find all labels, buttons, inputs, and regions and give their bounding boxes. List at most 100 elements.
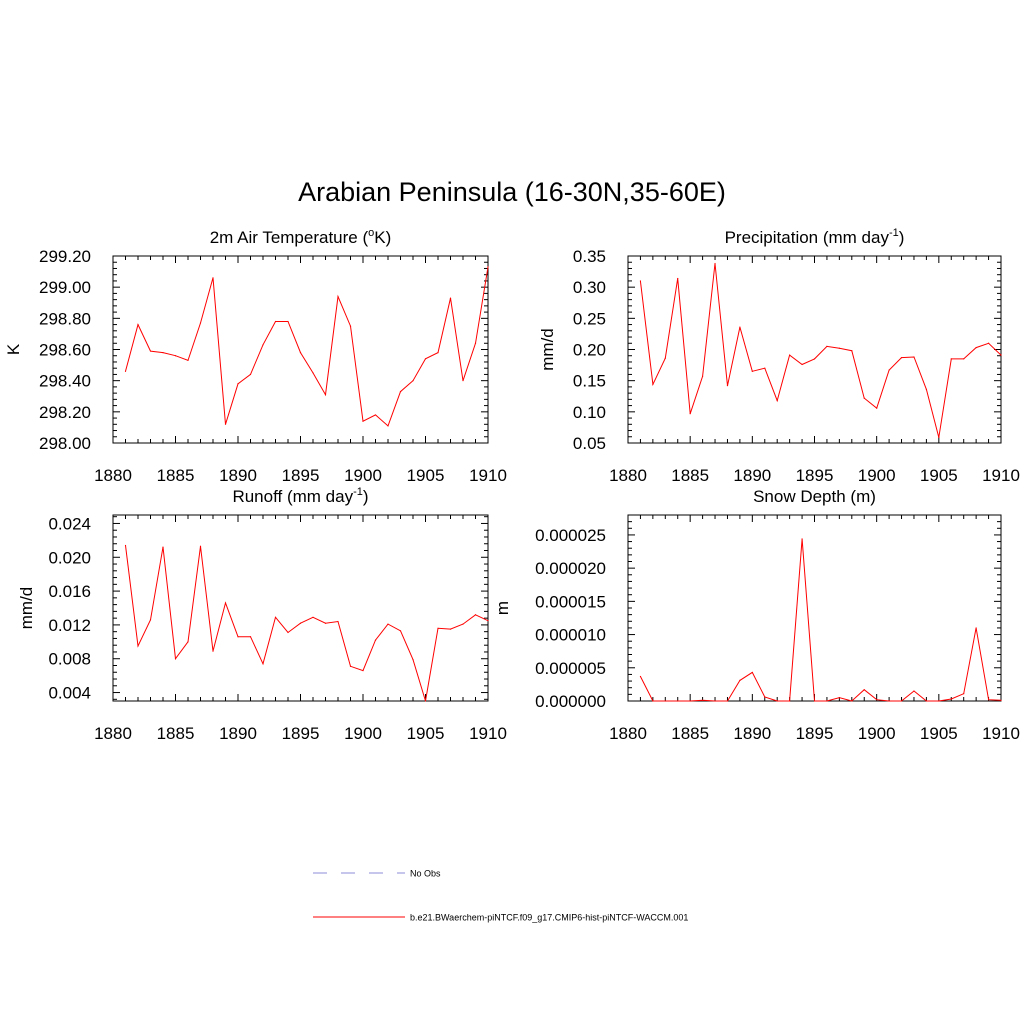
- y-tick-label: 0.000000: [535, 692, 606, 711]
- data-point: [826, 345, 828, 347]
- data-point: [287, 631, 289, 634]
- y-tick-label: 298.40: [39, 372, 91, 391]
- data-point: [950, 358, 952, 360]
- y-tick-label: 0.30: [573, 278, 606, 297]
- data-point: [162, 352, 164, 354]
- data-point: [751, 370, 753, 372]
- data-point: [975, 347, 977, 349]
- data-point: [639, 675, 642, 678]
- panel-title-main: 2m Air Temperature (: [210, 228, 369, 247]
- data-point: [337, 620, 339, 623]
- x-tick-label: 1895: [282, 724, 320, 743]
- data-point: [199, 545, 202, 547]
- data-point: [187, 641, 189, 643]
- data-point: [813, 700, 816, 702]
- y-tick-label: 0.05: [573, 434, 606, 453]
- x-tick-label: 1885: [671, 724, 709, 743]
- data-point: [789, 354, 791, 356]
- data-point: [813, 358, 816, 360]
- panel-title: Runoff (mm day-1): [232, 486, 368, 506]
- data-point: [987, 342, 990, 344]
- x-tick-label: 1895: [796, 724, 834, 743]
- data-point: [963, 358, 965, 360]
- panel-title-main: Precipitation (mm day: [725, 228, 890, 247]
- data-point: [689, 413, 691, 415]
- x-tick-label: 1880: [609, 466, 647, 485]
- data-point: [212, 277, 214, 279]
- data-point: [702, 699, 704, 701]
- data-point: [449, 297, 452, 299]
- data-point: [324, 622, 327, 624]
- x-tick-label: 1905: [407, 724, 445, 743]
- y-tick-label: 0.000015: [535, 592, 606, 611]
- y-axis-label: mm/d: [538, 328, 557, 371]
- data-point: [739, 679, 741, 682]
- series-line-model: [125, 266, 489, 427]
- series-line-model: [639, 538, 1002, 702]
- data-point: [876, 407, 878, 409]
- x-tick-label: 1910: [469, 724, 507, 743]
- panel-title: Precipitation (mm day-1): [725, 227, 905, 247]
- x-tick-label: 1885: [157, 466, 195, 485]
- data-point: [237, 636, 239, 638]
- x-tick-label: 1880: [94, 466, 132, 485]
- data-point: [888, 700, 890, 702]
- x-tick-label: 1890: [733, 466, 771, 485]
- y-tick-label: 299.20: [39, 247, 91, 266]
- data-point: [174, 658, 177, 660]
- data-point: [950, 698, 952, 700]
- data-point: [652, 383, 654, 386]
- data-point: [975, 627, 977, 629]
- x-tick-label: 1900: [344, 724, 382, 743]
- panel-title-main: Runoff (mm day: [232, 487, 353, 506]
- data-point: [888, 369, 890, 371]
- data-point: [149, 619, 152, 621]
- y-tick-label: 298.20: [39, 403, 91, 422]
- data-point: [838, 697, 840, 699]
- y-tick-label: 0.000005: [535, 659, 606, 678]
- data-point: [826, 700, 828, 702]
- data-point: [789, 700, 791, 702]
- x-tick-label: 1900: [344, 466, 382, 485]
- data-point: [764, 696, 766, 698]
- data-point: [987, 699, 990, 701]
- data-point: [362, 420, 364, 422]
- data-point: [474, 614, 477, 616]
- data-point: [299, 352, 302, 354]
- y-axis-label: mm/d: [17, 587, 36, 630]
- x-tick-label: 1905: [407, 466, 445, 485]
- data-point: [714, 700, 716, 702]
- data-point: [925, 700, 928, 702]
- data-point: [1000, 354, 1002, 356]
- data-point: [224, 423, 227, 425]
- y-axis-label: K: [4, 343, 23, 355]
- x-tick-label: 1910: [982, 466, 1020, 485]
- data-point: [124, 370, 127, 372]
- y-tick-label: 298.60: [39, 341, 91, 360]
- data-point: [312, 372, 314, 374]
- data-point: [938, 700, 940, 702]
- chart-panel-2m-air-temperature-k: 1880 1885 1890 1895 1900 1905 1910 298.00 298.20…: [4, 227, 507, 485]
- data-point: [876, 699, 878, 701]
- series-line-model: [639, 263, 1002, 438]
- data-point: [374, 639, 377, 641]
- panel-title-tail: ): [899, 228, 905, 247]
- data-point: [726, 700, 729, 702]
- y-tick-label: 0.008: [48, 650, 91, 669]
- x-tick-label: 1880: [94, 724, 132, 743]
- data-point: [689, 700, 691, 702]
- y-tick-label: 0.10: [573, 403, 606, 422]
- y-tick-label: 298.00: [39, 434, 91, 453]
- data-point: [739, 326, 741, 328]
- data-point: [764, 367, 766, 369]
- data-point: [324, 394, 327, 396]
- data-point: [851, 700, 853, 702]
- chart-panel-precipitation-mm-day: 1880 1885 1890 1895 1900 1905 1910 0.05 0.10 0.15…: [538, 227, 1020, 485]
- y-tick-label: 0.000010: [535, 626, 606, 645]
- data-point: [963, 693, 965, 695]
- data-point: [801, 538, 803, 540]
- data-point: [664, 700, 666, 702]
- y-tick-label: 0.000025: [535, 526, 606, 545]
